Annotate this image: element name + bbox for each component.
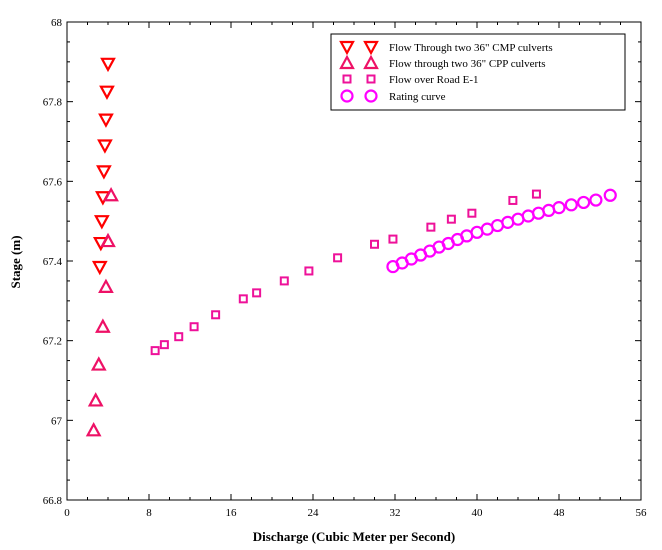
data-point <box>426 222 436 232</box>
data-point <box>603 188 617 202</box>
x-tick-label: 16 <box>226 507 238 519</box>
y-tick-label: 68 <box>51 17 63 29</box>
y-tick-label: 67.8 <box>43 97 63 109</box>
data-point <box>103 186 119 202</box>
data-point <box>174 332 184 342</box>
data-point <box>388 234 398 244</box>
y-tick-label: 67 <box>51 415 63 427</box>
legend-label: Flow over Road E-1 <box>389 74 479 86</box>
data-point <box>100 232 116 248</box>
x-tick-label: 48 <box>554 507 566 519</box>
data-point <box>552 201 566 215</box>
legend-marker <box>340 89 354 103</box>
x-tick-label: 40 <box>472 507 484 519</box>
data-point <box>531 189 541 199</box>
legend-marker <box>364 89 378 103</box>
data-point <box>189 322 199 332</box>
x-tick-label: 0 <box>64 507 70 519</box>
x-tick-label: 24 <box>308 507 320 519</box>
legend-marker <box>339 54 355 70</box>
data-point <box>211 310 221 320</box>
legend-box <box>330 33 626 111</box>
data-point <box>99 85 115 101</box>
axis-ticks <box>66 21 642 501</box>
series-1 <box>85 186 119 437</box>
data-point <box>150 346 160 356</box>
data-point <box>93 215 110 230</box>
legend: Flow Through two 36" CMP culverts Flow th… <box>330 33 626 111</box>
data-point <box>564 198 578 212</box>
x-tick-label: 56 <box>636 507 648 519</box>
data-point <box>159 340 169 350</box>
data-point <box>96 165 112 180</box>
data-point <box>304 266 314 276</box>
tick-labels: 0 8 16 24 32 40 48 56 66.8 67 67.2 67.4 67.6 67.8 68 <box>43 17 647 519</box>
data-marks <box>85 57 617 437</box>
data-point <box>87 392 104 407</box>
data-point <box>97 139 113 154</box>
legend-label: Flow Through two 36" CMP culverts <box>389 42 553 54</box>
data-point <box>279 276 289 286</box>
data-point <box>370 239 379 249</box>
data-point <box>576 195 591 210</box>
data-point <box>238 294 248 304</box>
legend-marker <box>339 40 355 56</box>
data-point <box>589 193 603 207</box>
data-point <box>95 318 111 333</box>
y-axis-title: Stage (m) <box>8 235 23 288</box>
y-tick-label: 67.2 <box>43 336 62 348</box>
y-tick-label: 67.6 <box>43 176 63 188</box>
data-point <box>446 214 456 224</box>
legend-marker <box>363 40 379 56</box>
legend-label: Flow through two 36" CPP culverts <box>389 58 546 70</box>
legend-marker <box>342 74 352 84</box>
legend-marker <box>366 74 376 84</box>
x-tick-label: 8 <box>146 507 152 519</box>
x-axis-title: Discharge (Cubic Meter per Second) <box>253 529 455 544</box>
data-point <box>508 195 518 205</box>
x-tick-label: 32 <box>390 507 401 519</box>
data-point <box>252 288 262 298</box>
data-point <box>91 260 108 276</box>
y-tick-label: 66.8 <box>43 495 63 507</box>
legend-marker <box>363 54 379 70</box>
series-2 <box>150 189 541 356</box>
data-point <box>98 278 114 293</box>
data-point <box>467 208 477 218</box>
y-tick-label: 67.4 <box>43 256 63 268</box>
data-point <box>90 356 107 371</box>
data-point <box>333 253 343 263</box>
series-0 <box>91 57 116 276</box>
legend-label: Rating curve <box>389 91 446 103</box>
data-point <box>100 57 116 73</box>
series-3 <box>386 188 617 274</box>
data-point <box>98 113 114 128</box>
data-point <box>85 421 102 437</box>
